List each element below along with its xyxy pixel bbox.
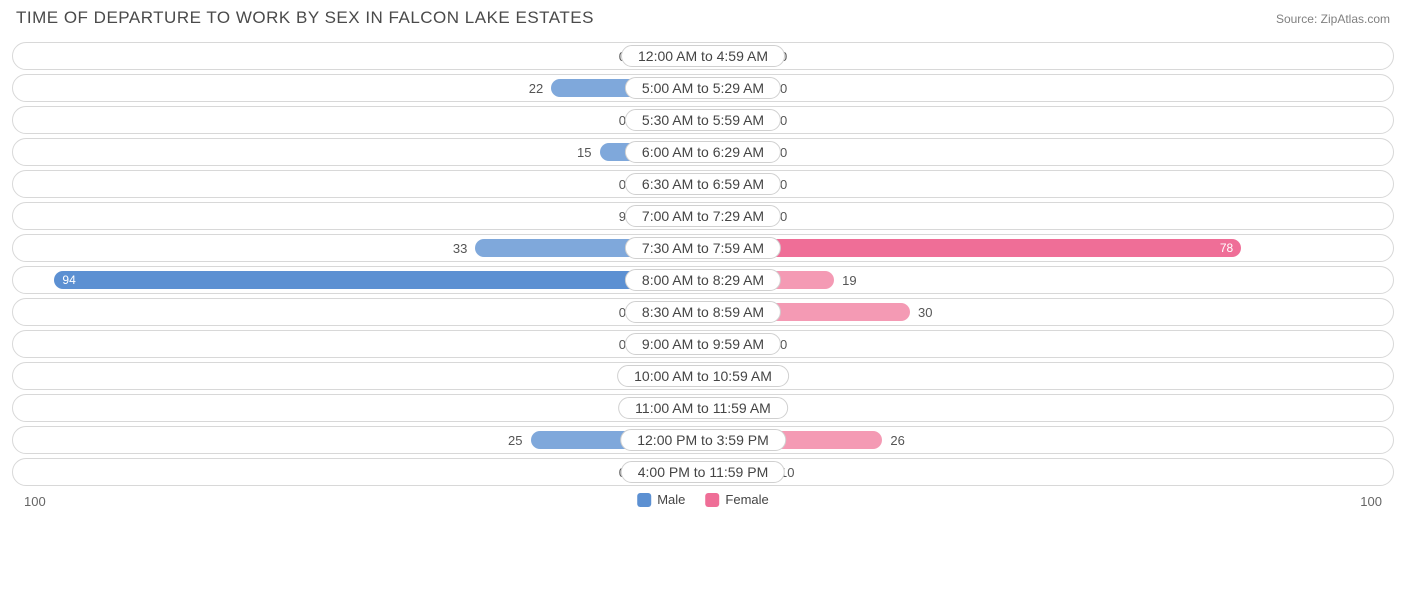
female-half: 0 (703, 331, 1393, 357)
male-value: 33 (453, 235, 467, 261)
male-value: 25 (508, 427, 522, 453)
male-half: 0 (13, 363, 703, 389)
female-value: 0 (780, 107, 787, 133)
female-value: 0 (780, 139, 787, 165)
female-value: 26 (890, 427, 904, 453)
chart-row: 0010:00 AM to 10:59 AM (12, 362, 1394, 390)
female-half: 0 (703, 363, 1393, 389)
legend-item: Male (637, 492, 685, 507)
male-half: 9 (13, 203, 703, 229)
male-half: 33 (13, 235, 703, 261)
category-label: 8:00 AM to 8:29 AM (625, 269, 781, 291)
chart-row: 33 78 7:30 AM to 7:59 AM (12, 234, 1394, 262)
category-label: 6:00 AM to 6:29 AM (625, 141, 781, 163)
chart-source: Source: ZipAtlas.com (1276, 12, 1390, 26)
male-half: 0 (13, 43, 703, 69)
category-label: 5:00 AM to 5:29 AM (625, 77, 781, 99)
legend-label: Female (725, 492, 768, 507)
chart-row: 94 19 8:00 AM to 8:29 AM (12, 266, 1394, 294)
male-value: 94 (54, 273, 83, 287)
female-half: 10 (703, 459, 1393, 485)
female-half: 0 (703, 203, 1393, 229)
chart-header: TIME OF DEPARTURE TO WORK BY SEX IN FALC… (12, 8, 1394, 28)
chart-row: 0 30 8:30 AM to 8:59 AM (12, 298, 1394, 326)
chart-row: 0 06:30 AM to 6:59 AM (12, 170, 1394, 198)
male-value: 15 (577, 139, 591, 165)
chart-row: 0012:00 AM to 4:59 AM (12, 42, 1394, 70)
female-value: 0 (780, 331, 787, 357)
population-pyramid-chart: 0012:00 AM to 4:59 AM2205:00 AM to 5:29 … (12, 42, 1394, 486)
chart-row: 0011:00 AM to 11:59 AM (12, 394, 1394, 422)
female-value: 19 (842, 267, 856, 293)
male-bar: 94 (54, 271, 703, 289)
category-label: 7:00 AM to 7:29 AM (625, 205, 781, 227)
chart-row: 0 05:30 AM to 5:59 AM (12, 106, 1394, 134)
female-bar: 78 (703, 239, 1241, 257)
axis-max-right: 100 (1360, 494, 1382, 509)
female-value: 0 (780, 203, 787, 229)
chart-row: 22 05:00 AM to 5:29 AM (12, 74, 1394, 102)
category-label: 12:00 PM to 3:59 PM (620, 429, 786, 451)
male-half: 0 (13, 459, 703, 485)
category-label: 5:30 AM to 5:59 AM (625, 109, 781, 131)
male-half: 0 (13, 171, 703, 197)
chart-row: 0104:00 PM to 11:59 PM (12, 458, 1394, 486)
category-label: 6:30 AM to 6:59 AM (625, 173, 781, 195)
male-value: 22 (529, 75, 543, 101)
female-half: 0 (703, 395, 1393, 421)
female-value: 30 (918, 299, 932, 325)
category-label: 10:00 AM to 10:59 AM (617, 365, 789, 387)
category-label: 8:30 AM to 8:59 AM (625, 301, 781, 323)
female-half: 19 (703, 267, 1393, 293)
legend-item: Female (705, 492, 768, 507)
category-label: 4:00 PM to 11:59 PM (621, 461, 785, 483)
chart-row: 15 06:00 AM to 6:29 AM (12, 138, 1394, 166)
male-half: 25 (13, 427, 703, 453)
female-half: 26 (703, 427, 1393, 453)
chart-row: 0 09:00 AM to 9:59 AM (12, 330, 1394, 358)
chart-footer: 100 Male Female 100 (12, 492, 1394, 514)
female-value: 0 (780, 171, 787, 197)
category-label: 7:30 AM to 7:59 AM (625, 237, 781, 259)
male-half: 22 (13, 75, 703, 101)
female-half: 0 (703, 171, 1393, 197)
female-half: 0 (703, 43, 1393, 69)
male-half: 94 (13, 267, 703, 293)
female-value: 78 (1212, 241, 1241, 255)
category-label: 11:00 AM to 11:59 AM (618, 397, 788, 419)
female-half: 78 (703, 235, 1393, 261)
legend: Male Female (637, 492, 769, 507)
category-label: 9:00 AM to 9:59 AM (625, 333, 781, 355)
male-half: 0 (13, 299, 703, 325)
female-value: 0 (780, 75, 787, 101)
male-half: 0 (13, 331, 703, 357)
category-label: 12:00 AM to 4:59 AM (621, 45, 785, 67)
chart-row: 25 26 12:00 PM to 3:59 PM (12, 426, 1394, 454)
female-half: 0 (703, 107, 1393, 133)
male-half: 0 (13, 107, 703, 133)
axis-max-left: 100 (24, 494, 46, 509)
chart-row: 9 07:00 AM to 7:29 AM (12, 202, 1394, 230)
legend-swatch (637, 493, 651, 507)
female-half: 0 (703, 75, 1393, 101)
male-half: 15 (13, 139, 703, 165)
chart-title: TIME OF DEPARTURE TO WORK BY SEX IN FALC… (16, 8, 594, 28)
female-half: 0 (703, 139, 1393, 165)
female-half: 30 (703, 299, 1393, 325)
legend-swatch (705, 493, 719, 507)
legend-label: Male (657, 492, 685, 507)
male-half: 0 (13, 395, 703, 421)
